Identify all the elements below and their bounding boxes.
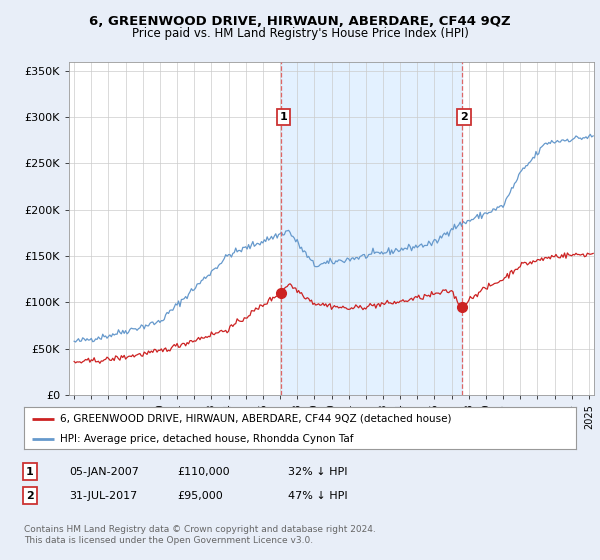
Text: 1: 1 <box>26 466 34 477</box>
Text: £95,000: £95,000 <box>177 491 223 501</box>
Text: HPI: Average price, detached house, Rhondda Cynon Taf: HPI: Average price, detached house, Rhon… <box>60 433 353 444</box>
Bar <box>281 62 461 395</box>
Text: 2: 2 <box>26 491 34 501</box>
Text: 1: 1 <box>280 112 287 122</box>
Text: 05-JAN-2007: 05-JAN-2007 <box>69 466 139 477</box>
Text: 31-JUL-2017: 31-JUL-2017 <box>69 491 137 501</box>
Text: 2: 2 <box>460 112 468 122</box>
Text: Price paid vs. HM Land Registry's House Price Index (HPI): Price paid vs. HM Land Registry's House … <box>131 27 469 40</box>
Text: Contains HM Land Registry data © Crown copyright and database right 2024.
This d: Contains HM Land Registry data © Crown c… <box>24 525 376 545</box>
Text: 47% ↓ HPI: 47% ↓ HPI <box>288 491 347 501</box>
Text: £110,000: £110,000 <box>177 466 230 477</box>
Text: 6, GREENWOOD DRIVE, HIRWAUN, ABERDARE, CF44 9QZ: 6, GREENWOOD DRIVE, HIRWAUN, ABERDARE, C… <box>89 15 511 28</box>
Text: 6, GREENWOOD DRIVE, HIRWAUN, ABERDARE, CF44 9QZ (detached house): 6, GREENWOOD DRIVE, HIRWAUN, ABERDARE, C… <box>60 414 451 424</box>
Text: 32% ↓ HPI: 32% ↓ HPI <box>288 466 347 477</box>
